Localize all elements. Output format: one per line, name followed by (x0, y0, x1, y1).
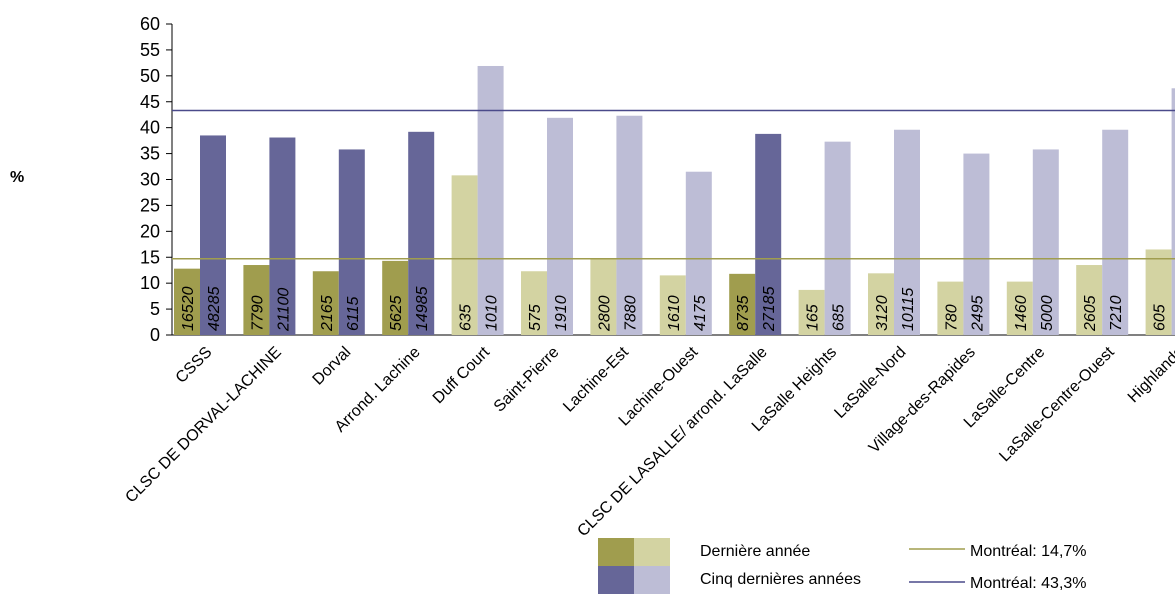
data-labels: 16520 48285 7790 21100 2165 6115 5625 14985 635 1… (180, 286, 1169, 332)
bar-last-year (1006, 281, 1033, 335)
category-label: LaSalle-Nord (831, 344, 909, 422)
data-label-five-years: 2495 (969, 295, 986, 332)
data-label-five-years: 5000 (1039, 295, 1056, 331)
data-label-five-years: 1910 (553, 295, 570, 331)
bar-last-year (174, 268, 200, 335)
y-tick-label: 35 (140, 144, 160, 164)
bar-last-year (868, 273, 894, 335)
data-label-five-years: 7210 (1108, 295, 1125, 331)
data-label-five-years: 21100 (275, 288, 292, 332)
bar-five-years (269, 137, 296, 335)
data-label-five-years: 10115 (900, 288, 917, 331)
bars (174, 65, 1175, 336)
data-label-last-year: 780 (943, 304, 960, 331)
y-tick-label: 55 (140, 40, 160, 60)
bar-last-year (937, 281, 964, 335)
y-tick-label: 45 (140, 92, 160, 112)
y-tick-label: 50 (140, 66, 160, 86)
legend-swatch-five-years-primary (598, 566, 634, 594)
bar-last-year (382, 260, 409, 335)
data-label-last-year: 1610 (666, 295, 683, 331)
bar-five-years (824, 141, 851, 335)
bar-five-years (685, 171, 712, 335)
data-label-five-years: 27185 (761, 286, 778, 332)
bar-five-years (1102, 129, 1129, 335)
bar-last-year (798, 289, 825, 335)
legend-swatch-last-year-primary (598, 538, 634, 566)
data-label-five-years: 6115 (345, 296, 362, 331)
legend-label-last-year: Dernière année (700, 543, 810, 560)
bar-last-year (1145, 249, 1172, 335)
data-label-last-year: 605 (1152, 304, 1169, 331)
data-label-five-years: 4175 (692, 295, 709, 331)
bar-five-years (755, 133, 782, 335)
data-label-last-year: 16520 (180, 286, 197, 331)
bar-five-years (894, 129, 920, 335)
legend-label-montreal-last-year: Montréal: 14,7% (970, 543, 1087, 560)
data-label-last-year: 165 (805, 304, 822, 331)
data-label-last-year: 2165 (319, 295, 336, 332)
data-label-last-year: 8735 (735, 295, 752, 331)
y-tick-label: 30 (140, 170, 160, 190)
bar-five-years (408, 131, 435, 335)
category-label: Saint-Pierre (491, 344, 563, 416)
data-label-last-year: 3120 (874, 295, 891, 331)
bar-last-year (590, 259, 617, 335)
category-label: Highlands (1125, 344, 1175, 406)
data-label-last-year: 2800 (596, 295, 613, 332)
y-tick-label: 40 (140, 118, 160, 138)
y-tick-label: 25 (140, 195, 160, 215)
y-tick-label: 15 (140, 247, 160, 267)
category-label: CLSC DE DORVAL-LACHINE (122, 344, 284, 506)
data-label-five-years: 48285 (206, 286, 223, 331)
y-tick-label: 0 (150, 325, 160, 345)
legend-swatch-five-years-secondary (634, 566, 670, 594)
data-label-last-year: 635 (458, 304, 475, 331)
reference-lines (172, 109, 1175, 260)
data-label-last-year: 1460 (1013, 295, 1030, 331)
legend: Dernière année Cinq dernières années Mon… (598, 538, 1087, 594)
legend-swatch-last-year-secondary (634, 538, 670, 566)
data-label-last-year: 7790 (249, 295, 266, 331)
bar-last-year (451, 175, 478, 335)
data-label-five-years: 14985 (414, 286, 431, 331)
legend-label-five-years: Cinq dernières années (700, 571, 861, 588)
bar-five-years (547, 117, 573, 336)
bar-last-year (312, 271, 339, 335)
data-label-five-years: 685 (831, 304, 848, 331)
y-tick-label: 60 (140, 14, 160, 34)
y-tick-label: 20 (140, 221, 160, 241)
bar-five-years (338, 149, 365, 335)
category-label: Dorval (310, 344, 355, 389)
y-tick-label: 10 (140, 273, 160, 293)
y-axis-label: % (10, 169, 24, 186)
category-label: Duff Court (430, 343, 494, 407)
data-label-five-years: 1010 (484, 295, 501, 331)
bar-five-years (477, 65, 504, 336)
data-label-last-year: 5625 (388, 295, 405, 331)
bar-last-year (521, 271, 547, 335)
bar-five-years (1171, 88, 1175, 335)
category-label: Lachine-Est (560, 343, 632, 415)
bar-five-years (963, 153, 990, 335)
bar-last-year (659, 275, 686, 335)
data-label-five-years: 7880 (622, 295, 639, 331)
y-tick-label: 5 (150, 299, 160, 319)
data-label-last-year: 575 (527, 304, 544, 331)
category-label: CSSS (173, 344, 216, 387)
bar-five-years (1032, 149, 1059, 335)
bar-five-years (616, 115, 643, 336)
bar-five-years (200, 135, 226, 335)
bar-last-year (729, 273, 756, 335)
bar-last-year (243, 265, 270, 335)
category-label: LaSalle-Centre-Ouest (996, 343, 1118, 465)
legend-label-montreal-five-years: Montréal: 43,3% (970, 575, 1087, 592)
data-label-last-year: 2605 (1082, 295, 1099, 332)
y-axis: 0 5 10 15 20 25 30 35 40 45 50 55 60 (140, 14, 1175, 345)
bar-last-year (1076, 265, 1103, 335)
